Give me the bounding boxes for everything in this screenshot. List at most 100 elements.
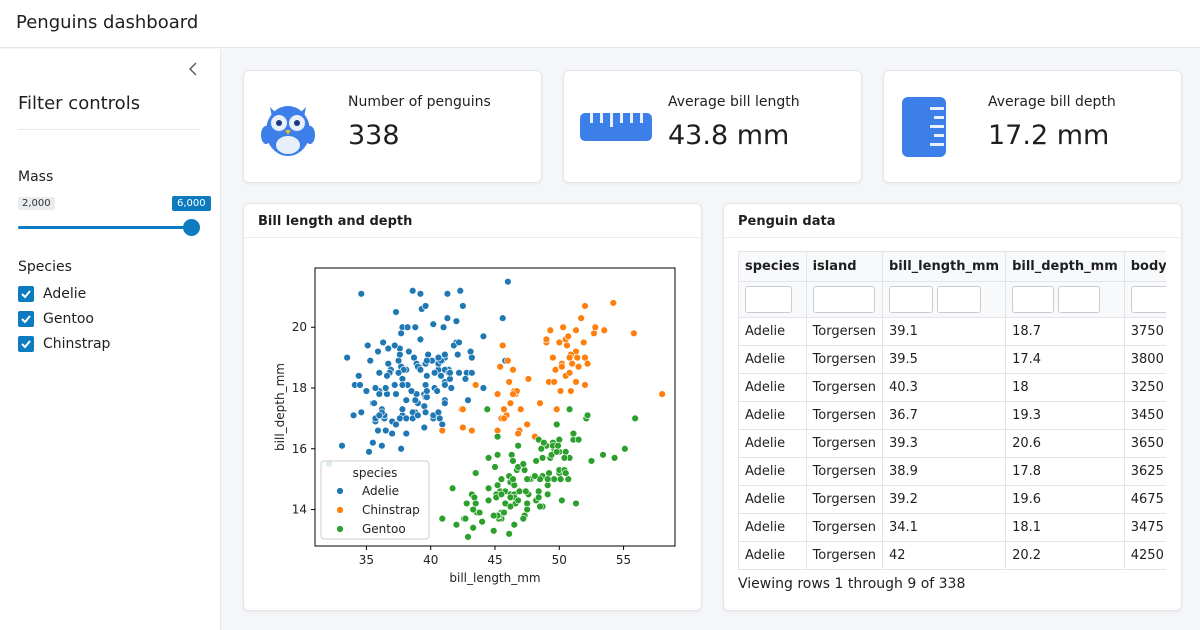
cell-body-mass: 3250 [1123,373,1166,402]
cell-bill-length: 38.9 [881,457,1007,486]
collapse-sidebar-button[interactable] [183,59,203,79]
data-point-adelie [455,369,463,377]
value-box-bill-depth: Average bill depth 17.2 mm [883,70,1182,183]
data-point-chinstrap [609,299,617,307]
data-point-adelie [416,366,425,374]
data-point-gentoo [510,521,518,529]
data-point-gentoo [497,490,506,499]
filter-input-species[interactable] [745,286,792,313]
data-point-gentoo [509,457,517,465]
table-row[interactable]: Adelie Torgersen 40.3 18 3250 [738,373,1166,402]
cell-bill-length: 42 [881,541,1007,570]
cell-species: Adelie [738,401,807,430]
column-header-island[interactable]: island [805,251,884,282]
x-tick-label: 40 [423,553,438,567]
filter-input-bill-depth-min[interactable] [1012,286,1055,313]
data-point-chinstrap [499,341,507,350]
table-row[interactable]: Adelie Torgersen 42 20.2 4250 [738,541,1166,570]
data-point-chinstrap [468,426,476,435]
data-point-gentoo [484,454,493,462]
penguin-icon [261,106,315,156]
table-row[interactable]: Adelie Torgersen 36.7 19.3 3450 [738,401,1166,430]
plot-card: Bill length and depth 35 40 45 50 55 14 16 18 20… [243,203,702,611]
data-point-gentoo [536,502,544,511]
species-checkbox-chinstrap[interactable]: Chinstrap [18,335,110,353]
data-point-chinstrap [577,314,585,322]
data-point-chinstrap [496,363,504,371]
data-point-gentoo [631,414,639,423]
data-point-adelie [375,411,383,420]
column-header-species[interactable]: species [738,251,807,282]
species-option-label: Gentoo [43,311,94,327]
cell-island: Torgersen [805,429,884,458]
cell-body-mass: 3475 [1123,513,1166,542]
data-point-adelie [421,302,430,310]
data-point-gentoo [510,481,518,489]
cell-bill-depth: 19.6 [1005,485,1125,514]
data-point-adelie [397,445,405,453]
table-row[interactable]: Adelie Torgersen 39.1 18.7 3750 [738,317,1166,346]
filter-input-body-mass-min[interactable] [1130,286,1166,313]
data-point-adelie [383,372,391,380]
table-row[interactable]: Adelie Torgersen 39.5 17.4 3800 [738,345,1166,374]
legend-box [320,460,430,540]
cell-island: Torgersen [805,457,884,486]
data-point-chinstrap [564,332,572,341]
cell-bill-length: 39.2 [881,485,1007,514]
column-header-body-mass[interactable]: body_mass_ [1123,251,1166,282]
mass-slider-handle[interactable] [183,219,200,236]
value-box-label: Number of penguins [348,94,491,110]
data-point-adelie [409,287,417,295]
data-point-gentoo [560,454,569,462]
table-row[interactable]: Adelie Torgersen 39.3 20.6 3650 [738,429,1166,458]
filter-input-bill-depth-max[interactable] [1058,286,1101,313]
column-header-bill-length[interactable]: bill_length_mm [881,251,1007,282]
data-point-chinstrap [493,390,502,398]
data-point-gentoo [519,460,527,468]
species-option-label: Adelie [43,286,87,302]
data-point-adelie [357,408,365,417]
data-grid[interactable]: species island bill_length_mm bill_depth… [738,251,1166,571]
data-point-chinstrap [567,387,575,395]
filter-input-bill-length-max[interactable] [937,286,982,313]
filter-input-island[interactable] [812,286,875,313]
data-point-adelie [479,384,488,392]
data-point-chinstrap [565,353,574,362]
data-point-adelie [364,341,372,350]
x-tick-label: 55 [616,553,631,567]
data-point-gentoo [599,451,607,459]
data-point-adelie [446,369,454,377]
cell-species: Adelie [738,429,807,458]
table-card: Penguin data species island bill_length_… [723,203,1182,611]
data-point-gentoo [461,514,470,523]
data-point-chinstrap [563,341,571,350]
column-header-bill-depth[interactable]: bill_depth_mm [1005,251,1125,282]
data-point-chinstrap [517,405,525,413]
species-checkbox-gentoo[interactable]: Gentoo [18,310,94,328]
data-point-gentoo [478,517,486,526]
filter-input-bill-length-min[interactable] [889,286,933,313]
data-point-adelie [374,347,382,356]
data-point-gentoo [540,438,548,447]
data-point-chinstrap [581,381,589,389]
data-point-adelie [391,341,399,350]
species-checkbox-adelie[interactable]: Adelie [18,285,86,303]
legend-marker-adelie [336,487,344,495]
value-box-value: 17.2 mm [988,120,1110,151]
data-point-gentoo [497,475,506,483]
data-point-adelie [369,438,377,447]
x-axis-label: bill_length_mm [449,571,540,585]
table-row[interactable]: Adelie Torgersen 39.2 19.6 4675 [738,485,1166,514]
data-point-chinstrap [580,338,588,347]
checkbox-checked-icon [18,311,34,327]
table-row[interactable]: Adelie Torgersen 34.1 18.1 3475 [738,513,1166,542]
data-point-chinstrap [550,378,558,386]
data-point-gentoo [506,493,515,502]
table-row[interactable]: Adelie Torgersen 38.9 17.8 3625 [738,457,1166,486]
data-point-gentoo [493,481,502,489]
mass-slider-track[interactable] [18,226,192,229]
data-point-adelie [468,369,476,377]
data-point-adelie [405,347,413,356]
data-point-gentoo [569,429,578,438]
value-box-count: Number of penguins 338 [243,70,542,183]
